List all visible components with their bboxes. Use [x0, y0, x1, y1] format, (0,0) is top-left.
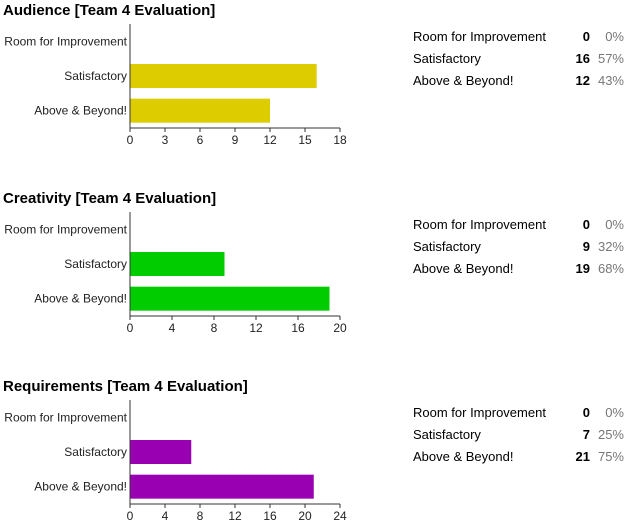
summary-count: 0 — [582, 405, 590, 420]
creativity-section: Creativity [Team 4 Evaluation] Room for … — [0, 190, 629, 340]
category-label: Room for Improvement — [4, 222, 127, 236]
requirements-bar-chart: Room for Improvement Satisfactory Above & … — [4, 400, 347, 523]
creativity-bar-chart: Room for Improvement Satisfactory Above & … — [4, 212, 347, 335]
summary-row: Room for Improvement 0 0% — [413, 402, 624, 424]
summary-percent: 57% — [597, 51, 624, 66]
audience-summary-table: Room for Improvement 0 0% Satisfactory 1… — [413, 26, 624, 92]
summary-label: Above & Beyond! — [413, 449, 514, 464]
x-tick-label: 0 — [127, 321, 134, 335]
summary-row: Satisfactory 16 57% — [413, 48, 624, 70]
bar — [130, 440, 192, 464]
x-tick-label: 0 — [127, 133, 134, 147]
category-label: Above & Beyond! — [34, 292, 127, 306]
x-tick-label: 24 — [333, 509, 347, 523]
category-label: Satisfactory — [64, 445, 127, 459]
summary-row: Above & Beyond! 21 75% — [413, 446, 624, 468]
summary-label: Satisfactory — [413, 51, 481, 66]
category-label: Above & Beyond! — [34, 480, 127, 494]
summary-label: Room for Improvement — [413, 217, 546, 232]
x-tick-label: 4 — [162, 509, 169, 523]
summary-row: Satisfactory 9 32% — [413, 236, 624, 258]
x-tick-label: 0 — [127, 509, 134, 523]
creativity-summary-table: Room for Improvement 0 0% Satisfactory 9… — [413, 214, 624, 280]
summary-row: Room for Improvement 0 0% — [413, 26, 624, 48]
section-title: Requirements [Team 4 Evaluation] — [3, 378, 248, 395]
x-tick-label: 16 — [263, 509, 277, 523]
summary-row: Room for Improvement 0 0% — [413, 214, 624, 236]
summary-percent: 0% — [605, 217, 624, 232]
category-label: Satisfactory — [64, 257, 127, 271]
summary-count: 9 — [582, 239, 590, 254]
summary-count: 0 — [582, 29, 590, 44]
x-tick-label: 20 — [333, 321, 347, 335]
requirements-section: Requirements [Team 4 Evaluation] Room fo… — [0, 378, 629, 528]
audience-bar-chart: Room for Improvement Satisfactory Above & … — [4, 24, 347, 147]
summary-label: Above & Beyond! — [413, 261, 514, 276]
x-tick-label: 18 — [333, 133, 347, 147]
x-tick-label: 20 — [298, 509, 312, 523]
summary-row: Satisfactory 7 25% — [413, 424, 624, 446]
bar — [130, 286, 330, 311]
summary-percent: 25% — [597, 427, 624, 442]
x-tick-label: 8 — [211, 321, 218, 335]
summary-count: 16 — [575, 51, 590, 66]
bar — [130, 474, 314, 499]
summary-percent: 68% — [597, 261, 624, 276]
summary-count: 12 — [575, 73, 590, 88]
summary-label: Room for Improvement — [413, 29, 546, 44]
summary-percent: 32% — [597, 239, 624, 254]
summary-count: 19 — [575, 261, 590, 276]
x-tick-label: 16 — [291, 321, 305, 335]
x-tick-label: 9 — [232, 133, 239, 147]
x-tick-label: 12 — [249, 321, 263, 335]
audience-section: Audience [Team 4 Evaluation] Room for Im… — [0, 2, 629, 152]
summary-label: Room for Improvement — [413, 405, 546, 420]
summary-label: Satisfactory — [413, 427, 481, 442]
requirements-summary-table: Room for Improvement 0 0% Satisfactory 7… — [413, 402, 624, 468]
bar — [130, 98, 270, 123]
x-tick-label: 3 — [162, 133, 169, 147]
x-tick-label: 12 — [263, 133, 277, 147]
x-tick-label: 12 — [228, 509, 242, 523]
summary-count: 7 — [582, 427, 590, 442]
category-label: Room for Improvement — [4, 34, 127, 48]
summary-label: Above & Beyond! — [413, 73, 514, 88]
summary-label: Satisfactory — [413, 239, 481, 254]
section-title: Audience [Team 4 Evaluation] — [3, 2, 216, 19]
x-tick-label: 4 — [169, 321, 176, 335]
summary-count: 0 — [582, 217, 590, 232]
summary-count: 21 — [575, 449, 590, 464]
summary-percent: 0% — [605, 29, 624, 44]
x-tick-label: 15 — [298, 133, 312, 147]
summary-percent: 0% — [605, 405, 624, 420]
bar — [130, 64, 317, 88]
x-tick-label: 8 — [197, 509, 204, 523]
summary-percent: 43% — [597, 73, 624, 88]
category-label: Satisfactory — [64, 69, 127, 83]
x-tick-label: 6 — [197, 133, 204, 147]
summary-row: Above & Beyond! 12 43% — [413, 70, 624, 92]
section-title: Creativity [Team 4 Evaluation] — [3, 190, 217, 207]
bar — [130, 252, 225, 276]
summary-row: Above & Beyond! 19 68% — [413, 258, 624, 280]
category-label: Room for Improvement — [4, 410, 127, 424]
category-label: Above & Beyond! — [34, 104, 127, 118]
summary-percent: 75% — [597, 449, 624, 464]
